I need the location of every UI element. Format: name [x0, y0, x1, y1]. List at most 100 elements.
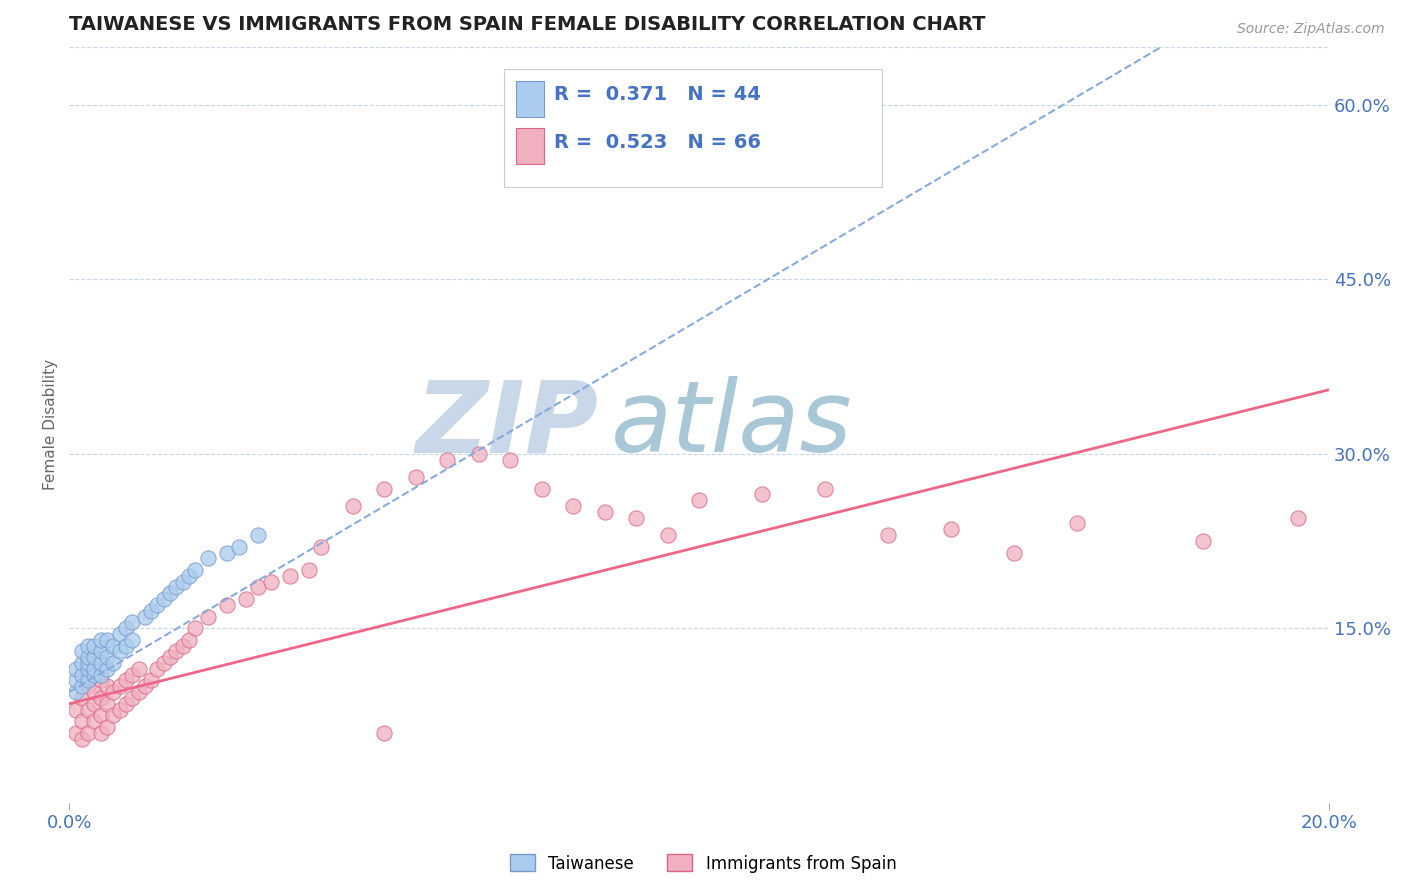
Point: [165, 644, 187, 658]
Y-axis label: Female Disability: Female Disability: [44, 359, 58, 491]
Point: [197, 609, 219, 624]
Point: [115, 673, 138, 688]
Point: [139, 604, 162, 618]
Point: [103, 656, 125, 670]
Point: [83, 685, 105, 699]
Point: [108, 679, 131, 693]
Point: [177, 569, 200, 583]
Point: [562, 499, 585, 513]
Point: [65, 673, 87, 688]
Point: [70, 644, 93, 658]
Point: [108, 702, 131, 716]
Point: [373, 482, 395, 496]
Point: [877, 528, 900, 542]
Point: [134, 679, 156, 693]
Point: [90, 726, 112, 740]
Point: [77, 656, 100, 670]
Point: [146, 662, 169, 676]
Point: [103, 639, 125, 653]
Point: [77, 650, 100, 665]
Point: [184, 563, 207, 577]
Point: [373, 726, 395, 740]
Point: [1002, 545, 1025, 559]
Point: [121, 632, 143, 647]
Point: [70, 679, 93, 693]
Point: [70, 656, 93, 670]
Point: [814, 482, 837, 496]
Point: [1066, 516, 1088, 531]
Point: [405, 470, 427, 484]
Point: [103, 685, 125, 699]
Point: [121, 667, 143, 681]
Point: [530, 482, 553, 496]
Point: [83, 697, 105, 711]
Point: [247, 581, 270, 595]
Point: [90, 656, 112, 670]
Point: [115, 621, 138, 635]
Point: [177, 632, 200, 647]
Point: [152, 592, 174, 607]
Point: [121, 690, 143, 705]
Point: [65, 726, 87, 740]
Point: [90, 708, 112, 723]
Point: [215, 545, 238, 559]
Point: [688, 493, 710, 508]
Point: [260, 574, 283, 589]
Point: [235, 592, 257, 607]
Point: [115, 639, 138, 653]
Text: TAIWANESE VS IMMIGRANTS FROM SPAIN FEMALE DISABILITY CORRELATION CHART: TAIWANESE VS IMMIGRANTS FROM SPAIN FEMAL…: [69, 15, 986, 34]
Point: [96, 720, 118, 734]
Point: [121, 615, 143, 630]
Point: [70, 667, 93, 681]
Point: [90, 673, 112, 688]
Bar: [516, 128, 544, 164]
Text: atlas: atlas: [612, 376, 852, 473]
Point: [1192, 533, 1215, 548]
Point: [172, 574, 194, 589]
Point: [90, 644, 112, 658]
Point: [77, 639, 100, 653]
Point: [83, 667, 105, 681]
Point: [657, 528, 679, 542]
Point: [96, 679, 118, 693]
Point: [90, 632, 112, 647]
Text: ZIP: ZIP: [415, 376, 599, 473]
Point: [159, 586, 181, 600]
Point: [96, 697, 118, 711]
FancyBboxPatch shape: [503, 70, 882, 186]
Point: [108, 644, 131, 658]
Point: [499, 452, 522, 467]
Point: [152, 656, 174, 670]
Point: [624, 510, 647, 524]
Point: [309, 540, 332, 554]
Point: [77, 726, 100, 740]
Point: [108, 627, 131, 641]
Point: [90, 667, 112, 681]
Point: [65, 662, 87, 676]
Point: [139, 673, 162, 688]
Point: [77, 679, 100, 693]
Point: [115, 697, 138, 711]
Point: [103, 708, 125, 723]
Point: [467, 447, 489, 461]
Text: R =  0.371   N = 44: R = 0.371 N = 44: [554, 85, 761, 103]
Point: [184, 621, 207, 635]
Point: [593, 505, 616, 519]
Point: [134, 609, 156, 624]
Point: [172, 639, 194, 653]
Point: [247, 528, 270, 542]
Point: [1286, 510, 1309, 524]
Point: [70, 690, 93, 705]
Point: [77, 662, 100, 676]
Legend: Taiwanese, Immigrants from Spain: Taiwanese, Immigrants from Spain: [503, 847, 903, 880]
Point: [159, 650, 181, 665]
Point: [165, 581, 187, 595]
Point: [77, 673, 100, 688]
Point: [83, 650, 105, 665]
Point: [939, 522, 962, 536]
Point: [70, 714, 93, 729]
Point: [96, 632, 118, 647]
Point: [215, 598, 238, 612]
Text: R =  0.523   N = 66: R = 0.523 N = 66: [554, 133, 761, 153]
Point: [297, 563, 319, 577]
